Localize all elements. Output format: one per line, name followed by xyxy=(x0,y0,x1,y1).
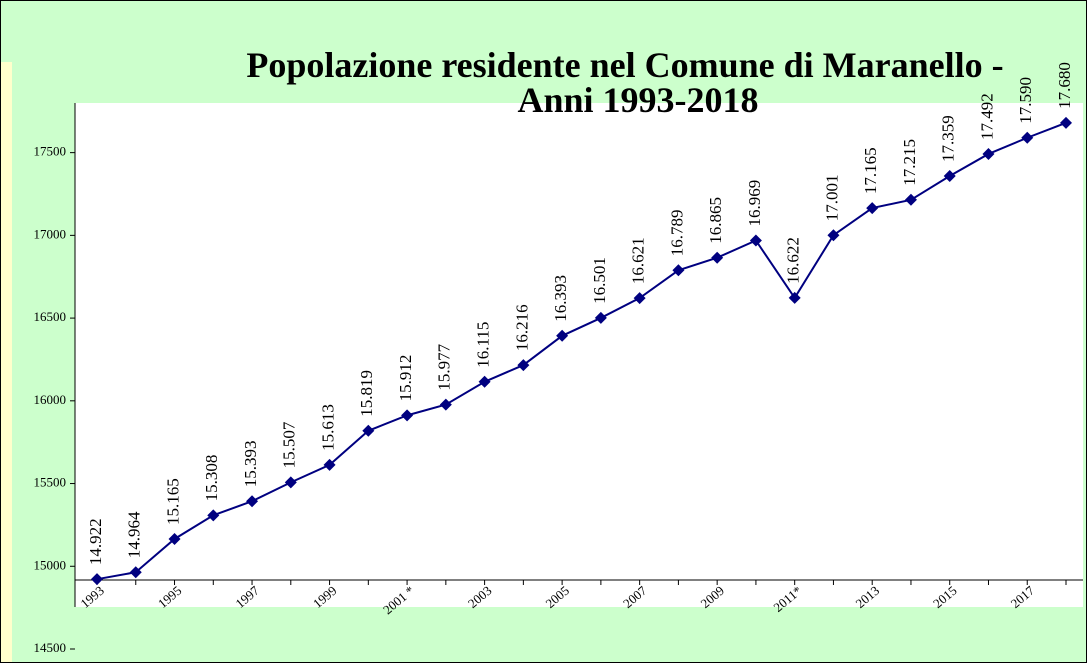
data-point xyxy=(982,147,995,160)
data-point xyxy=(362,424,375,437)
data-label: 17.492 xyxy=(977,93,996,140)
data-label: 15.613 xyxy=(318,404,337,451)
data-point xyxy=(284,476,297,489)
data-point xyxy=(168,532,181,545)
data-point xyxy=(711,251,724,264)
data-point xyxy=(401,409,414,422)
data-label: 16.969 xyxy=(745,180,764,227)
data-point xyxy=(672,264,685,277)
y-tick-label: 15000 xyxy=(34,557,67,572)
data-label: 15.507 xyxy=(280,421,299,468)
y-tick-label: 14500 xyxy=(34,640,67,655)
data-label: 16.115 xyxy=(474,322,493,368)
chart-subtitle: Anni 1993-2018 xyxy=(517,80,758,120)
data-point xyxy=(556,329,569,342)
data-point xyxy=(478,375,491,388)
data-label: 17.359 xyxy=(939,115,958,162)
data-label: 17.590 xyxy=(1016,77,1035,124)
data-label: 16.501 xyxy=(590,257,609,304)
data-label: 15.819 xyxy=(357,370,376,417)
data-label: 17.215 xyxy=(900,139,919,186)
data-label: 15.393 xyxy=(241,440,260,487)
side-strip xyxy=(1,62,12,662)
y-tick-label: 17500 xyxy=(34,144,67,159)
y-tick-label: 17000 xyxy=(34,226,67,241)
data-point xyxy=(1060,116,1072,129)
data-point xyxy=(1021,131,1034,144)
data-point xyxy=(517,359,530,372)
data-point xyxy=(866,202,879,215)
data-point xyxy=(207,509,220,522)
data-label: 17.165 xyxy=(861,147,880,194)
plot-area xyxy=(75,103,1083,607)
data-label: 14.964 xyxy=(125,511,144,558)
data-point xyxy=(633,292,646,305)
y-tick-label: 16000 xyxy=(34,392,67,407)
data-label: 15.165 xyxy=(163,478,182,525)
data-point xyxy=(904,193,917,206)
chart-title: Popolazione residente nel Comune di Mara… xyxy=(246,45,1003,85)
data-label: 16.216 xyxy=(512,304,531,351)
data-point xyxy=(594,311,607,324)
data-label: 15.308 xyxy=(202,455,221,502)
y-tick-label: 15500 xyxy=(34,475,67,490)
data-point xyxy=(943,169,956,182)
data-point xyxy=(91,573,103,586)
y-tick-label: 16500 xyxy=(34,309,67,324)
data-point xyxy=(129,566,142,579)
data-point xyxy=(323,458,336,471)
data-point xyxy=(246,495,259,508)
data-label: 14.922 xyxy=(86,518,105,565)
data-label: 16.865 xyxy=(706,197,725,244)
data-label: 17.680 xyxy=(1055,62,1074,109)
data-point xyxy=(827,229,840,242)
data-label: 16.621 xyxy=(629,237,648,284)
data-point xyxy=(439,398,452,411)
data-label: 17.001 xyxy=(822,174,841,221)
data-label: 15.912 xyxy=(396,355,415,402)
data-label: 16.622 xyxy=(784,237,803,284)
data-point xyxy=(749,234,762,247)
data-label: 16.789 xyxy=(667,210,686,257)
data-line xyxy=(96,121,1067,581)
data-label: 15.977 xyxy=(435,343,454,390)
data-point xyxy=(788,291,801,304)
data-label: 16.393 xyxy=(551,275,570,322)
